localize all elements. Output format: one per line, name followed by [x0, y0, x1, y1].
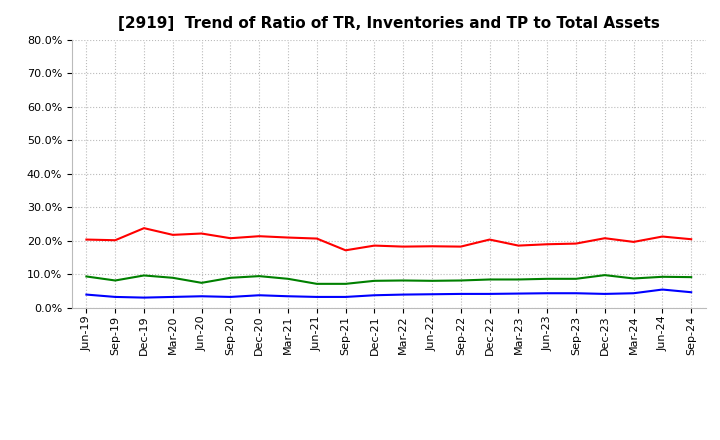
Trade Receivables	[399, 244, 408, 249]
Trade Receivables	[629, 239, 638, 245]
Title: [2919]  Trend of Ratio of TR, Inventories and TP to Total Assets: [2919] Trend of Ratio of TR, Inventories…	[118, 16, 660, 32]
Trade Payables	[485, 277, 494, 282]
Trade Receivables	[600, 235, 609, 241]
Trade Payables	[312, 281, 321, 286]
Inventories	[399, 292, 408, 297]
Line: Inventories: Inventories	[86, 290, 691, 297]
Inventories	[572, 290, 580, 296]
Inventories	[341, 294, 350, 300]
Trade Payables	[600, 272, 609, 278]
Trade Payables	[687, 275, 696, 280]
Trade Payables	[658, 274, 667, 279]
Trade Receivables	[456, 244, 465, 249]
Inventories	[111, 294, 120, 300]
Trade Receivables	[168, 232, 177, 238]
Trade Receivables	[197, 231, 206, 236]
Trade Payables	[140, 273, 148, 278]
Inventories	[428, 292, 436, 297]
Trade Payables	[629, 276, 638, 281]
Inventories	[140, 295, 148, 300]
Inventories	[456, 291, 465, 297]
Trade Receivables	[514, 243, 523, 248]
Trade Payables	[255, 274, 264, 279]
Trade Payables	[168, 275, 177, 280]
Line: Trade Receivables: Trade Receivables	[86, 228, 691, 250]
Trade Payables	[341, 281, 350, 286]
Inventories	[658, 287, 667, 292]
Trade Receivables	[370, 243, 379, 248]
Trade Payables	[111, 278, 120, 283]
Inventories	[197, 293, 206, 299]
Inventories	[255, 293, 264, 298]
Trade Payables	[456, 278, 465, 283]
Trade Receivables	[428, 244, 436, 249]
Inventories	[284, 293, 292, 299]
Trade Payables	[197, 280, 206, 286]
Trade Receivables	[485, 237, 494, 242]
Trade Payables	[284, 276, 292, 282]
Trade Payables	[399, 278, 408, 283]
Trade Receivables	[226, 235, 235, 241]
Trade Receivables	[543, 242, 552, 247]
Inventories	[370, 293, 379, 298]
Trade Payables	[226, 275, 235, 280]
Inventories	[485, 291, 494, 297]
Trade Receivables	[687, 237, 696, 242]
Trade Receivables	[111, 238, 120, 243]
Trade Receivables	[284, 235, 292, 240]
Trade Receivables	[341, 248, 350, 253]
Trade Receivables	[140, 226, 148, 231]
Trade Receivables	[572, 241, 580, 246]
Trade Payables	[543, 276, 552, 282]
Inventories	[312, 294, 321, 300]
Trade Payables	[82, 274, 91, 279]
Trade Receivables	[312, 236, 321, 241]
Inventories	[514, 291, 523, 296]
Inventories	[226, 294, 235, 300]
Inventories	[687, 290, 696, 295]
Line: Trade Payables: Trade Payables	[86, 275, 691, 284]
Inventories	[82, 292, 91, 297]
Inventories	[600, 291, 609, 297]
Trade Payables	[428, 278, 436, 283]
Trade Payables	[572, 276, 580, 282]
Inventories	[168, 294, 177, 300]
Trade Receivables	[82, 237, 91, 242]
Trade Receivables	[255, 234, 264, 239]
Inventories	[543, 290, 552, 296]
Trade Payables	[514, 277, 523, 282]
Inventories	[629, 290, 638, 296]
Trade Receivables	[658, 234, 667, 239]
Trade Payables	[370, 278, 379, 283]
